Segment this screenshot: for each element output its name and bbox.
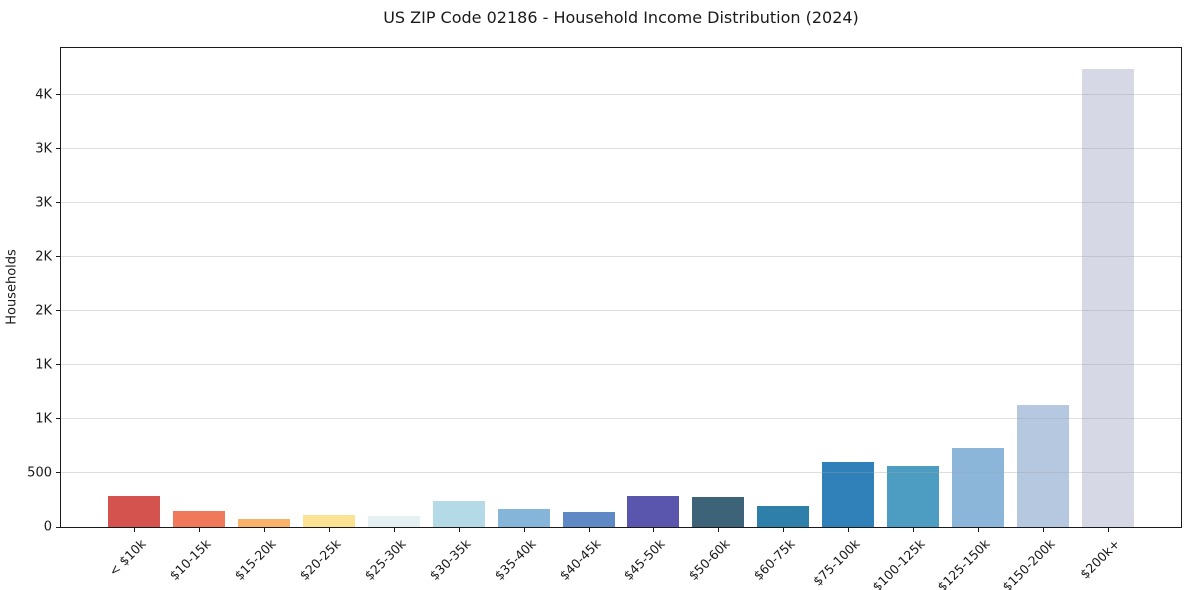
bar-$40-45k <box>562 512 615 527</box>
xtick-label-9: $50-60k <box>685 536 733 584</box>
xtick-label-6: $35-40k <box>491 536 539 584</box>
bar-slot-10 <box>686 48 751 527</box>
ytick-mark-7 <box>56 148 61 150</box>
xtick-label-12: $100-125k <box>869 536 928 590</box>
bar-slot-6 <box>426 48 491 527</box>
xtick-label-10: $60-75k <box>750 536 798 584</box>
xtick-mark-5 <box>458 527 460 532</box>
bar-slot-5 <box>362 48 427 527</box>
ytick-mark-8 <box>56 94 61 95</box>
xtick-mark-15 <box>1107 527 1109 532</box>
bar-slot-16 <box>1075 48 1140 527</box>
xtick-label-13: $125-150k <box>934 536 993 590</box>
xtick-label-5: $30-35k <box>426 536 474 584</box>
ytick-label-1: 500 <box>27 465 52 481</box>
bar-$45-50k <box>627 495 680 527</box>
xtick-mark-11 <box>848 527 850 532</box>
bar-$125-150k <box>951 447 1004 527</box>
bar-$50-60k <box>692 497 745 527</box>
bar-slot-8 <box>556 48 621 527</box>
bar-slot-4 <box>297 48 362 527</box>
xtick-mark-0 <box>134 527 136 532</box>
bar-$20-25k <box>303 514 355 527</box>
ytick-mark-6 <box>56 202 61 204</box>
xtick-mark-4 <box>393 527 395 532</box>
bar-$75-100k <box>822 462 874 527</box>
xtick-mark-14 <box>1042 527 1044 532</box>
ytick-label-7: 3K <box>35 141 52 157</box>
bar-slot-15 <box>1010 48 1075 527</box>
ytick-mark-4 <box>56 310 61 312</box>
xtick-mark-1 <box>199 527 201 532</box>
bar-$30-35k <box>432 501 485 527</box>
bar-slot-13 <box>881 48 946 527</box>
ytick-mark-0 <box>56 526 61 528</box>
bar-slot-11 <box>751 48 816 527</box>
xtick-mark-3 <box>329 527 331 532</box>
chart-title: US ZIP Code 02186 - Household Income Dis… <box>383 8 859 27</box>
ytick-mark-3 <box>56 364 61 366</box>
bar-$60-75k <box>757 506 810 527</box>
ytick-label-0: 0 <box>43 519 52 535</box>
plot-area: 0 500 1K 1K 2K 2K 3K 3K 4K < $10k $10-15k $15-20k $2… <box>27 47 1182 590</box>
bar-$10-15k <box>173 511 226 527</box>
xtick-label-14: $150-200k <box>999 536 1058 590</box>
xtick-label-7: $40-45k <box>556 536 604 584</box>
xtick-label-1: $10-15k <box>166 536 214 584</box>
xtick-label-8: $45-50k <box>621 536 669 584</box>
bar-$35-40k <box>497 508 550 527</box>
xtick-mark-9 <box>718 527 720 532</box>
xtick-mark-7 <box>588 527 590 532</box>
bar-$150-200k <box>1016 404 1069 527</box>
bar-slot-1 <box>102 48 167 527</box>
bar-$100-125k <box>886 466 939 527</box>
xtick-label-11: $75-100k <box>810 536 863 589</box>
bar-slot-3 <box>232 48 297 527</box>
xtick-label-0: < $10k <box>106 536 150 579</box>
y-axis-label: Households <box>4 249 20 325</box>
ytick-mark-5 <box>56 256 61 258</box>
ytick-label-5: 2K <box>35 249 52 265</box>
bar-< $10k <box>108 495 161 527</box>
ytick-mark-1 <box>56 472 61 474</box>
bar-slot-9 <box>621 48 686 527</box>
xtick-label-2: $15-20k <box>231 536 279 584</box>
xtick-mark-2 <box>264 527 266 532</box>
xtick-mark-13 <box>977 527 979 532</box>
ytick-label-3: 1K <box>35 357 52 373</box>
xtick-label-15: $200k+ <box>1076 536 1123 582</box>
bar-slot-7 <box>491 48 556 527</box>
bar-$15-20k <box>238 518 291 527</box>
bar-slot-2 <box>167 48 232 527</box>
bar-$200k+ <box>1081 68 1134 527</box>
ytick-label-6: 3K <box>35 195 52 211</box>
xtick-mark-8 <box>653 527 655 532</box>
ytick-mark-2 <box>56 418 61 420</box>
ytick-label-8: 4K <box>35 87 52 102</box>
xtick-mark-6 <box>523 527 525 532</box>
xtick-mark-12 <box>912 527 914 532</box>
bar-slot-14 <box>945 48 1010 527</box>
bars-row <box>102 48 1140 527</box>
xtick-label-3: $20-25k <box>296 536 344 584</box>
ytick-label-2: 1K <box>35 411 52 427</box>
bar-slot-12 <box>816 48 881 527</box>
xtick-mark-10 <box>783 527 785 532</box>
ytick-label-4: 2K <box>35 303 52 319</box>
bar-$25-30k <box>367 515 420 527</box>
xtick-label-4: $25-30k <box>361 536 409 584</box>
